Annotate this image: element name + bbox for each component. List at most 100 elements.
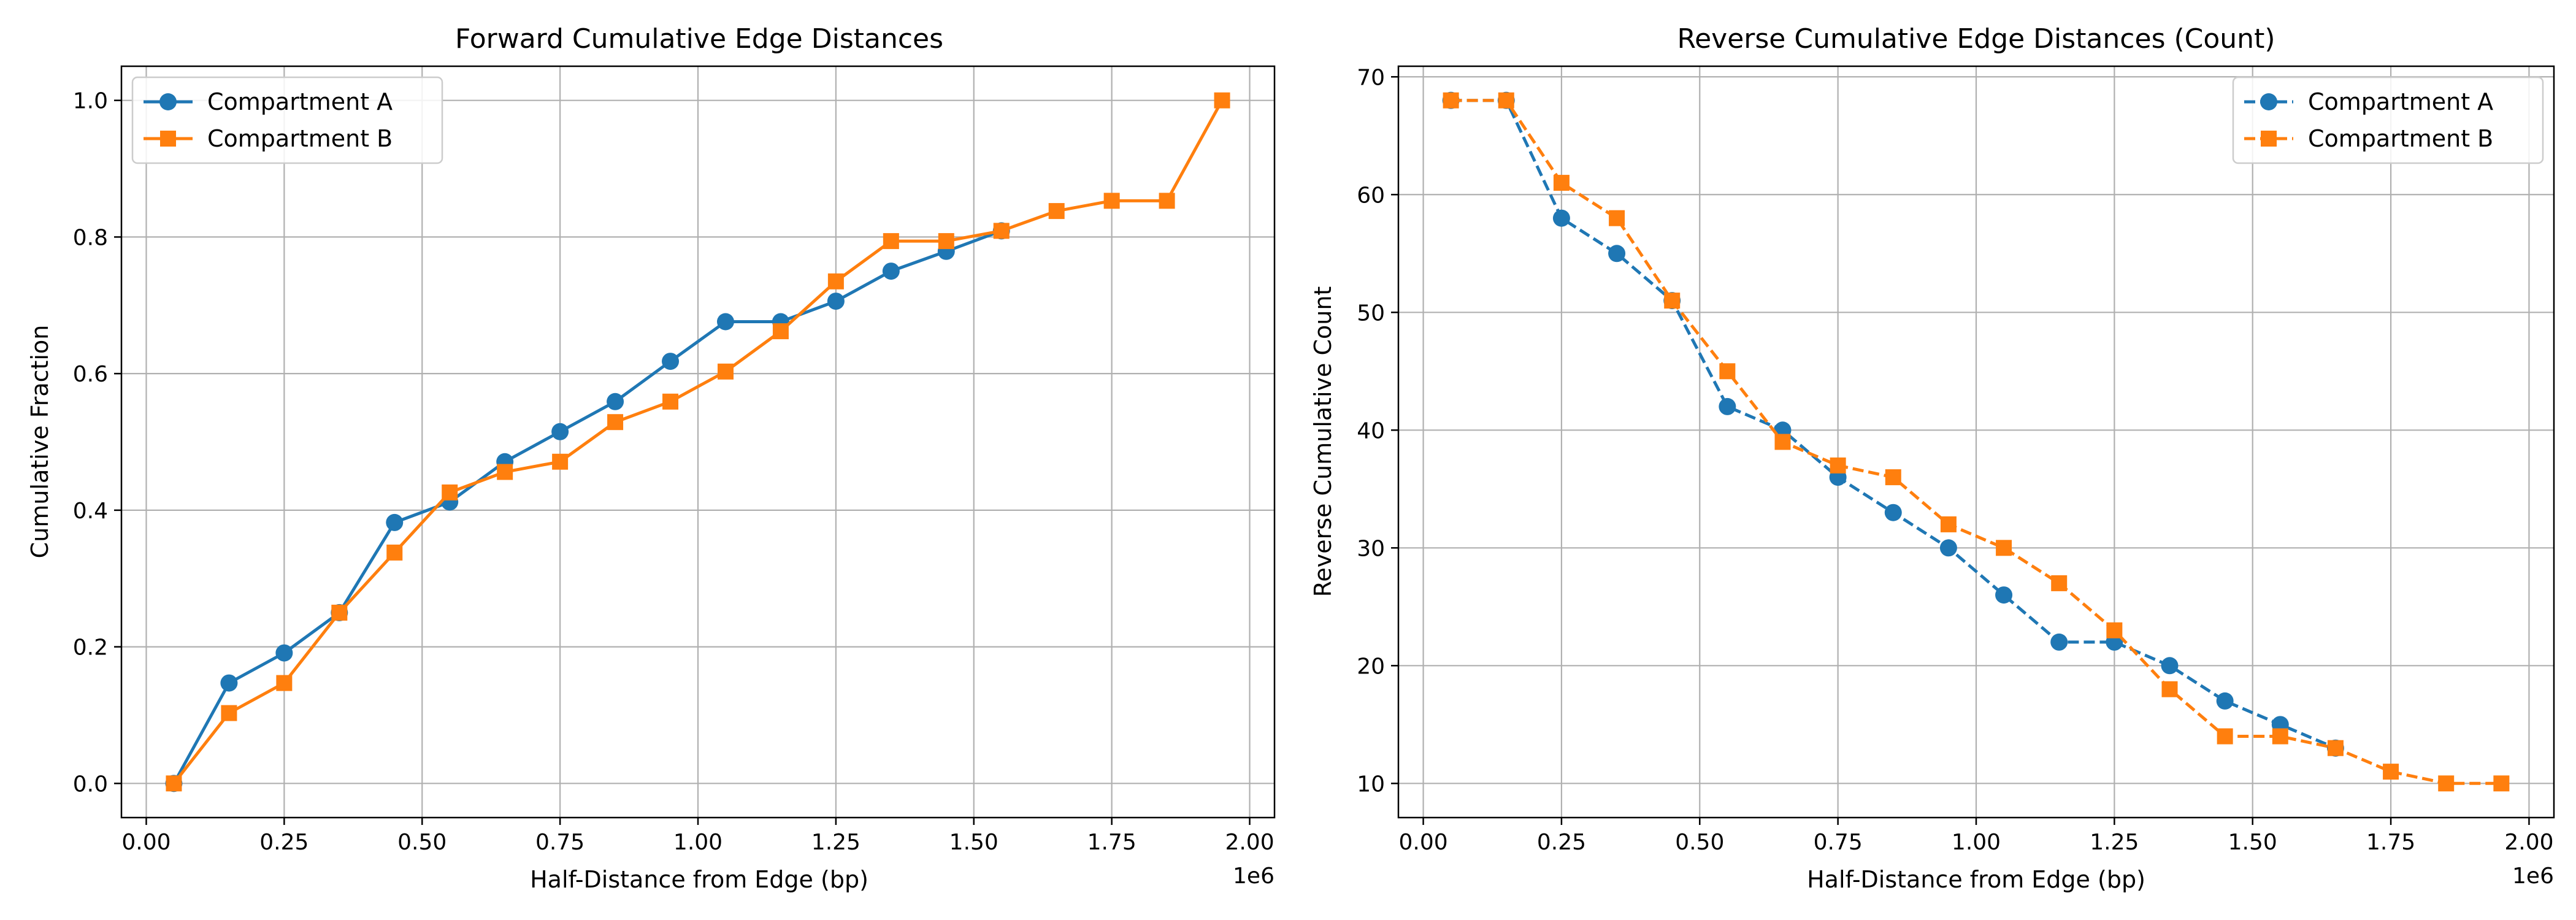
series-line	[172, 99, 1224, 784]
data-point	[1995, 586, 2013, 604]
x-tick-label: 0.75	[1814, 830, 1863, 855]
y-tick-label: 50	[1357, 301, 1385, 326]
data-point	[2106, 622, 2123, 638]
x-tick-label: 1.50	[2228, 830, 2277, 855]
legend-item: Compartment A	[144, 88, 393, 115]
y-tick-label: 30	[1357, 536, 1385, 561]
x-axis-label: Half-Distance from Edge (bp)	[530, 866, 868, 893]
data-point	[1214, 92, 1230, 109]
data-point	[276, 675, 293, 691]
data-point	[1996, 540, 2012, 556]
x-offset-label: 1e6	[1233, 864, 1275, 889]
data-point	[442, 484, 458, 500]
data-point	[2272, 728, 2288, 745]
y-tick-label: 0.4	[73, 499, 108, 524]
data-point	[1048, 203, 1065, 220]
series-line	[172, 229, 1002, 784]
x-tick-label: 0.75	[535, 830, 585, 855]
legend-label: Compartment B	[207, 125, 393, 152]
x-tick-label: 2.00	[1225, 830, 1274, 855]
data-point	[938, 233, 954, 250]
data-point	[275, 644, 293, 662]
legend: Compartment A Compartment B	[2232, 76, 2544, 164]
legend-label: Compartment B	[2308, 125, 2493, 152]
series-compartment-b	[1443, 92, 2510, 792]
x-axis-label: Half-Distance from Edge (bp)	[1807, 866, 2145, 893]
y-tick-label: 0.6	[73, 362, 108, 387]
data-point	[827, 293, 845, 310]
data-point	[1664, 293, 1681, 309]
tick-layer: 0.00 0.25 0.50 0.75 1.00 1.25 1.50 1.75 2.00 0.0 0…	[73, 89, 1275, 855]
series-compartment-b	[166, 92, 1230, 792]
legend-marker	[2260, 93, 2277, 110]
y-tick-label: 40	[1357, 418, 1385, 443]
series-line	[1451, 99, 2502, 785]
data-point	[717, 363, 734, 380]
x-tick-label: 1.75	[1087, 830, 1137, 855]
data-point	[1774, 434, 1791, 450]
legend: Compartment A Compartment B	[131, 76, 443, 164]
data-point	[331, 604, 348, 621]
reverse-cumulative-chart: Reverse Cumulative Edge Distances (Count…	[1309, 23, 2555, 893]
data-point	[166, 775, 182, 792]
data-point	[1940, 516, 1957, 532]
data-point	[2216, 692, 2234, 710]
data-point	[607, 393, 624, 410]
forward-cumulative-chart: Forward Cumulative Edge Distances 0.00 0.…	[26, 23, 1276, 893]
data-point	[1103, 193, 1120, 209]
data-point	[772, 323, 789, 340]
data-point	[883, 233, 899, 250]
data-point	[1885, 469, 1901, 486]
data-point	[2217, 728, 2233, 745]
data-point	[882, 263, 900, 280]
x-tick-label: 1.25	[811, 830, 861, 855]
data-point	[497, 464, 513, 480]
x-offset-label: 1e6	[2512, 864, 2554, 889]
x-tick-label: 1.00	[673, 830, 723, 855]
data-point	[386, 513, 404, 531]
x-tick-label: 0.50	[397, 830, 447, 855]
data-point	[993, 223, 1010, 239]
data-point	[1553, 175, 1570, 191]
y-tick-label: 0.0	[73, 772, 108, 797]
data-point	[662, 353, 680, 370]
data-point	[2327, 740, 2344, 756]
data-point	[1498, 92, 1514, 109]
x-tick-label: 0.50	[1675, 830, 1724, 855]
y-axis-label: Cumulative Fraction	[26, 325, 53, 559]
data-point	[2161, 657, 2179, 675]
legend-box	[131, 76, 443, 164]
data-point	[221, 705, 237, 721]
x-tick-label: 0.00	[1398, 830, 1447, 855]
data-point	[1159, 193, 1175, 209]
x-tick-label: 1.00	[1952, 830, 2001, 855]
legend-box	[2232, 76, 2544, 164]
y-tick-label: 60	[1357, 183, 1385, 208]
y-axis-label: Reverse Cumulative Count	[1309, 286, 1336, 597]
y-tick-label: 1.0	[73, 89, 108, 114]
data-point	[1552, 209, 1570, 227]
data-point	[2051, 575, 2068, 591]
x-tick-label: 2.00	[2504, 830, 2553, 855]
legend-item: Compartment A	[2244, 88, 2493, 115]
chart-title: Forward Cumulative Edge Distances	[455, 23, 943, 55]
grid-lines	[121, 66, 1275, 818]
data-point	[1719, 397, 1736, 415]
y-tick-label: 20	[1357, 654, 1385, 679]
data-point	[2493, 775, 2510, 792]
x-tick-label: 1.75	[2366, 830, 2415, 855]
data-point	[2383, 764, 2399, 780]
legend-marker	[160, 131, 176, 147]
legend-marker	[159, 93, 177, 110]
legend-item: Compartment B	[2244, 125, 2493, 152]
x-tick-label: 0.00	[121, 830, 171, 855]
data-point	[607, 414, 624, 431]
data-point	[1609, 210, 1625, 226]
series-layer	[165, 92, 1230, 792]
chart-title: Reverse Cumulative Edge Distances (Count…	[1677, 23, 2275, 55]
legend-marker	[2261, 131, 2277, 147]
data-point	[1939, 539, 1957, 557]
data-point	[2161, 681, 2178, 697]
y-tick-label: 10	[1357, 772, 1385, 797]
